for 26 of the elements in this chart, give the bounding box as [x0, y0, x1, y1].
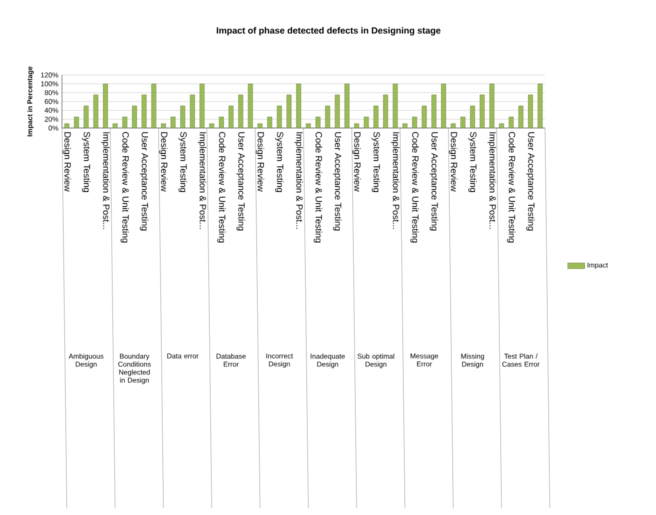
x-tick-label: Code Review & Unit Testing [506, 132, 516, 242]
x-tick-label: Code Review & Unit Testing [314, 132, 322, 242]
x-tick-label: Design Review [352, 132, 361, 192]
x-tick-label: User Acceptance Testing [140, 132, 148, 230]
x-tick-label: Implementation & Post... [391, 132, 400, 229]
x-tick-label: System Testing [82, 132, 90, 192]
x-tick-label: System Testing [468, 132, 477, 192]
x-tick-label: System Testing [275, 132, 284, 192]
chart-title: Impact of phase detected defects in Designing stage [216, 27, 440, 36]
x-tick-label: Implementation & Post... [101, 132, 110, 229]
x-tick-label: Design Review [159, 132, 168, 192]
x-tick-label: Code Review & Unit Testing [217, 132, 226, 242]
x-tick-label: User Acceptance Testing [526, 132, 535, 230]
x-tick-label: Implementation & Post... [198, 132, 206, 229]
x-tick-label: System Testing [372, 132, 380, 192]
x-tick-label: Code Review & Unit Testing [410, 132, 419, 242]
x-tick-label: Design Review [449, 132, 458, 192]
x-tick-label: Implementation & Post... [294, 132, 303, 229]
x-tick-label: System Testing [178, 132, 187, 192]
x-tick-label: User Acceptance Testing [333, 132, 342, 230]
x-tick-label: User Acceptance Testing [236, 132, 245, 230]
x-tick-label: Code Review & Unit Testing [120, 132, 129, 242]
x-tick-label: Design Review [62, 132, 72, 192]
x-tick-label: User Acceptance Testing [430, 132, 438, 230]
x-tick-label: Design Review [256, 132, 264, 192]
x-tick-label: Implementation & Post... [488, 132, 496, 229]
